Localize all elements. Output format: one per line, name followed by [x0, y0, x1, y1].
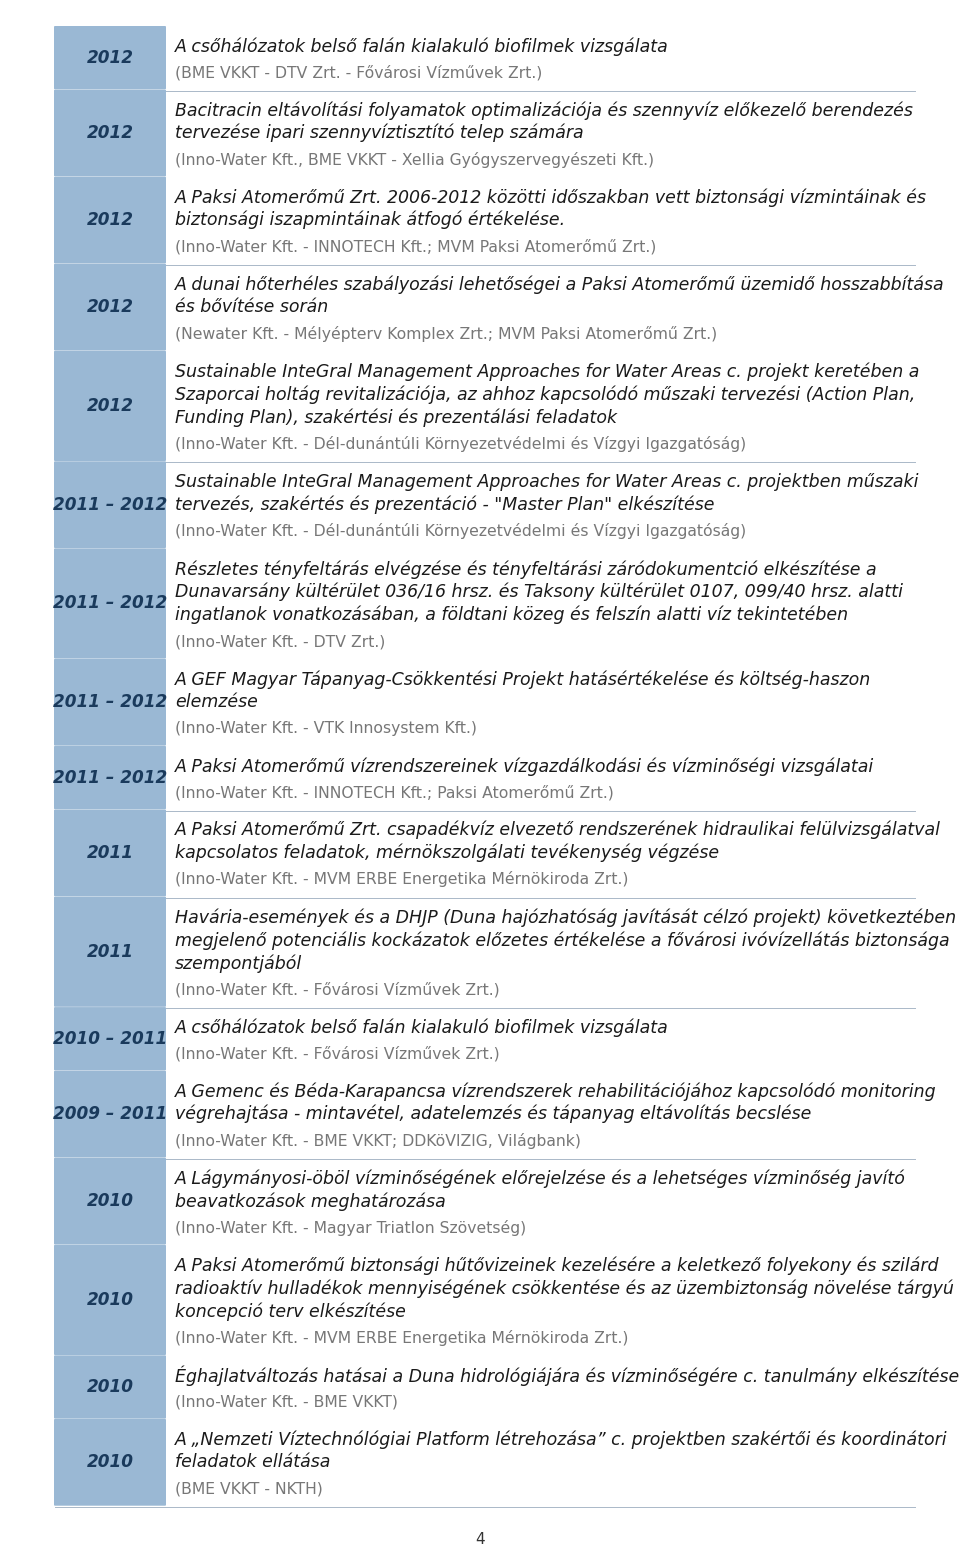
Text: A Paksi Atomerőmű biztonsági hűtővizeinek kezelésére a keletkező folyekony és sz: A Paksi Atomerőmű biztonsági hűtővizeine…	[175, 1256, 954, 1320]
Text: 2011 – 2012: 2011 – 2012	[53, 693, 167, 712]
Text: (Inno-Water Kft. - MVM ERBE Energetika Mérnökiroda Zrt.): (Inno-Water Kft. - MVM ERBE Energetika M…	[175, 872, 629, 887]
Text: 2012: 2012	[86, 297, 133, 316]
Text: A „Nemzeti Víztechnólógiai Platform létrehozása” c. projektben szakértői és koor: A „Nemzeti Víztechnólógiai Platform létr…	[175, 1431, 948, 1471]
Text: A dunai hőterhéles szabályozási lehetőségei a Paksi Atomerőmű üzemidő hosszabbít: A dunai hőterhéles szabályozási lehetősé…	[175, 276, 945, 316]
FancyBboxPatch shape	[54, 1158, 166, 1244]
FancyBboxPatch shape	[54, 810, 166, 897]
Text: 2011 – 2012: 2011 – 2012	[53, 495, 167, 514]
Text: 2012: 2012	[86, 125, 133, 142]
Text: (Newater Kft. - Mélyépterv Komplex Zrt.; MVM Paksi Atomerőmű Zrt.): (Newater Kft. - Mélyépterv Komplex Zrt.;…	[175, 325, 717, 341]
Text: 2012: 2012	[86, 48, 133, 67]
Text: (Inno-Water Kft. - Fővárosi Vízművek Zrt.): (Inno-Water Kft. - Fővárosi Vízművek Zrt…	[175, 1046, 500, 1062]
Text: (Inno-Water Kft. - VTK Innosystem Kft.): (Inno-Water Kft. - VTK Innosystem Kft.)	[175, 721, 477, 736]
Text: (BME VKKT - DTV Zrt. - Fővárosi Vízművek Zrt.): (BME VKKT - DTV Zrt. - Fővárosi Vízművek…	[175, 65, 542, 81]
FancyBboxPatch shape	[54, 176, 166, 263]
Text: A csőhálózatok belső falán kialakuló biofilmek vizsgálata: A csőhálózatok belső falán kialakuló bio…	[175, 37, 669, 56]
Text: Sustainable InteGral Management Approaches for Water Areas c. projekt keretében : Sustainable InteGral Management Approach…	[175, 363, 920, 427]
Text: 2010 – 2011: 2010 – 2011	[53, 1029, 167, 1048]
FancyBboxPatch shape	[54, 1355, 166, 1418]
FancyBboxPatch shape	[54, 1418, 166, 1506]
Text: 2011 – 2012: 2011 – 2012	[53, 769, 167, 786]
FancyBboxPatch shape	[54, 659, 166, 746]
FancyBboxPatch shape	[54, 1007, 166, 1070]
Text: Bacitracin eltávolítási folyamatok optimalizációja és szennyvíz előkezelő berend: Bacitracin eltávolítási folyamatok optim…	[175, 101, 913, 142]
Text: Éghajlatváltozás hatásai a Duna hidrológiájára és vízminőségére c. tanulmány elk: Éghajlatváltozás hatásai a Duna hidrológ…	[175, 1365, 959, 1386]
FancyBboxPatch shape	[54, 26, 166, 89]
Text: (Inno-Water Kft. - INNOTECH Kft.; MVM Paksi Atomerőmű Zrt.): (Inno-Water Kft. - INNOTECH Kft.; MVM Pa…	[175, 238, 657, 254]
Text: (Inno-Water Kft. - Dél-dunántúli Környezetvédelmi és Vízgyi Igazgatóság): (Inno-Water Kft. - Dél-dunántúli Környez…	[175, 523, 746, 539]
Text: 2011: 2011	[86, 942, 133, 961]
Text: (Inno-Water Kft. - Dél-dunántúli Környezetvédelmi és Vízgyi Igazgatóság): (Inno-Water Kft. - Dél-dunántúli Környez…	[175, 436, 746, 452]
FancyBboxPatch shape	[54, 897, 166, 1007]
Text: A Lágymányosi-öböl vízminőségének előrejelzése és a lehetséges vízminőség javító: A Lágymányosi-öböl vízminőségének előrej…	[175, 1169, 906, 1210]
FancyBboxPatch shape	[54, 90, 166, 176]
Text: A Paksi Atomerőmű Zrt. csapadékvíz elvezető rendszerének hidraulikai felülvizsgá: A Paksi Atomerőmű Zrt. csapadékvíz elvez…	[175, 821, 941, 863]
Text: (Inno-Water Kft. - DTV Zrt.): (Inno-Water Kft. - DTV Zrt.)	[175, 634, 385, 649]
Text: (Inno-Water Kft. - Magyar Triatlon Szövetség): (Inno-Water Kft. - Magyar Triatlon Szöve…	[175, 1219, 526, 1236]
Text: (Inno-Water Kft. - INNOTECH Kft.; Paksi Atomerőmű Zrt.): (Inno-Water Kft. - INNOTECH Kft.; Paksi …	[175, 785, 613, 800]
Text: (Inno-Water Kft. - BME VKKT; DDKöVIZIG, Világbank): (Inno-Water Kft. - BME VKKT; DDKöVIZIG, …	[175, 1132, 581, 1149]
Text: 2011: 2011	[86, 844, 133, 863]
FancyBboxPatch shape	[54, 263, 166, 350]
Text: 2012: 2012	[86, 397, 133, 414]
Text: Sustainable InteGral Management Approaches for Water Areas c. projektben műszaki: Sustainable InteGral Management Approach…	[175, 473, 919, 514]
Text: 2012: 2012	[86, 212, 133, 229]
FancyBboxPatch shape	[54, 548, 166, 659]
Text: Részletes tényfeltárás elvégzése és tényfeltárási záródokumentció elkészítése a
: Részletes tényfeltárás elvégzése és tény…	[175, 561, 903, 624]
Text: 2010: 2010	[86, 1453, 133, 1471]
Text: 2010: 2010	[86, 1291, 133, 1309]
Text: (Inno-Water Kft. - BME VKKT): (Inno-Water Kft. - BME VKKT)	[175, 1394, 398, 1409]
Text: 2011 – 2012: 2011 – 2012	[53, 595, 167, 612]
FancyBboxPatch shape	[54, 461, 166, 548]
Text: 2010: 2010	[86, 1378, 133, 1397]
FancyBboxPatch shape	[54, 1071, 166, 1157]
FancyBboxPatch shape	[54, 1246, 166, 1355]
Text: A csőhálózatok belső falán kialakuló biofilmek vizsgálata: A csőhálózatok belső falán kialakuló bio…	[175, 1018, 669, 1037]
Text: (Inno-Water Kft. - MVM ERBE Energetika Mérnökiroda Zrt.): (Inno-Water Kft. - MVM ERBE Energetika M…	[175, 1330, 629, 1347]
Text: Havária-események és a DHJP (Duna hajózhatóság javítását célzó projekt) következ: Havária-események és a DHJP (Duna hajózh…	[175, 908, 956, 973]
Text: (BME VKKT - NKTH): (BME VKKT - NKTH)	[175, 1481, 323, 1496]
Text: 2010: 2010	[86, 1193, 133, 1210]
Text: A Paksi Atomerőmű vízrendszereinek vízgazdálkodási és vízminőségi vizsgálatai: A Paksi Atomerőmű vízrendszereinek vízga…	[175, 757, 875, 775]
FancyBboxPatch shape	[54, 350, 166, 461]
Text: A Gemenc és Béda-Karapancsa vízrendszerek rehabilitációjához kapcsolódó monitori: A Gemenc és Béda-Karapancsa vízrendszere…	[175, 1082, 937, 1124]
Text: A Paksi Atomerőmű Zrt. 2006-2012 közötti időszakban vett biztonsági vízmintáinak: A Paksi Atomerőmű Zrt. 2006-2012 közötti…	[175, 188, 927, 229]
Text: (Inno-Water Kft. - Fővárosi Vízművek Zrt.): (Inno-Water Kft. - Fővárosi Vízművek Zrt…	[175, 982, 500, 998]
Text: 2009 – 2011: 2009 – 2011	[53, 1105, 167, 1123]
Text: 4: 4	[475, 1532, 485, 1546]
Text: (Inno-Water Kft., BME VKKT - Xellia Gyógyszervegyészeti Kft.): (Inno-Water Kft., BME VKKT - Xellia Gyóg…	[175, 151, 654, 168]
Text: A GEF Magyar Tápanyag-Csökkentési Projekt hatásértékelése és költség-haszon
elem: A GEF Magyar Tápanyag-Csökkentési Projek…	[175, 671, 872, 712]
FancyBboxPatch shape	[54, 746, 166, 810]
